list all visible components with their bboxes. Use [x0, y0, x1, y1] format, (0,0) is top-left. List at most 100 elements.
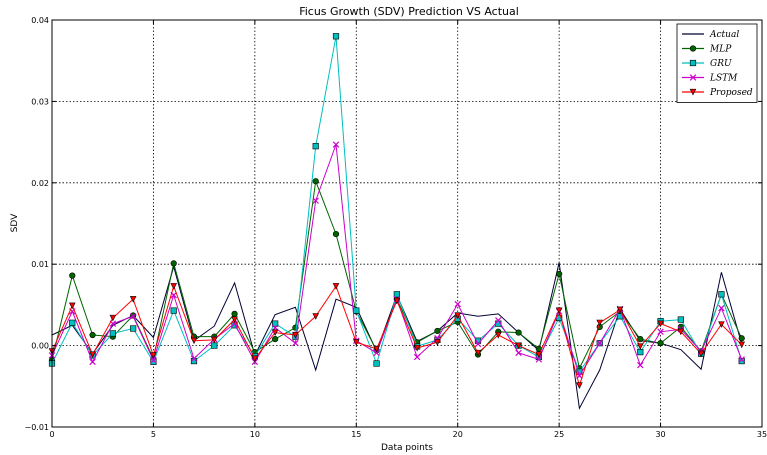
legend-label-gru: GRU — [710, 59, 732, 69]
legend-label-mlp: MLP — [709, 45, 732, 55]
y-tick-label: 0.01 — [31, 260, 49, 269]
point-gru — [130, 325, 137, 332]
point-proposed — [150, 352, 157, 359]
point-proposed — [312, 313, 319, 320]
point-mlp — [312, 178, 319, 185]
x-tick-label: 20 — [453, 430, 463, 439]
point-gru — [272, 320, 279, 327]
point-gru — [312, 143, 319, 150]
point-proposed — [555, 307, 563, 315]
point-mlp — [170, 260, 177, 267]
y-tick-label: 0.03 — [31, 97, 49, 106]
point-lstm — [89, 358, 96, 366]
point-proposed — [657, 320, 664, 328]
point-proposed — [251, 355, 259, 363]
point-lstm — [738, 356, 745, 363]
point-proposed — [393, 297, 401, 305]
point-lstm — [495, 317, 502, 324]
point-lstm — [312, 197, 319, 204]
series-line-gru — [51, 36, 743, 373]
point-proposed — [718, 321, 725, 328]
x-tick-label: 35 — [757, 430, 767, 439]
point-proposed — [515, 342, 522, 350]
x-axis-label: Data points — [381, 443, 433, 453]
point-mlp — [434, 327, 441, 335]
point-lstm — [637, 361, 644, 369]
point-gru — [353, 307, 360, 314]
point-lstm — [332, 141, 340, 148]
point-lstm — [718, 304, 725, 312]
point-gru — [718, 291, 725, 298]
x-tick-label: 30 — [655, 430, 665, 439]
axis-ticks: 0 5 10 15 20 25 30 35 −0.01 0.00 0.01 0.02 0.03 0.04 — [24, 16, 767, 439]
point-lstm — [596, 339, 603, 347]
point-proposed — [495, 331, 502, 339]
point-proposed — [474, 349, 482, 357]
y-axis-label: SDV — [10, 213, 20, 232]
point-gru — [637, 349, 644, 356]
point-mlp — [231, 310, 238, 317]
point-lstm — [413, 353, 421, 361]
point-lstm — [657, 328, 664, 335]
x-tick-label: 25 — [554, 430, 564, 439]
point-lstm — [292, 339, 299, 347]
point-proposed — [535, 351, 543, 359]
point-proposed — [677, 328, 685, 336]
x-tick-label: 5 — [151, 430, 156, 439]
legend-marker-gru — [689, 59, 697, 67]
point-proposed — [271, 329, 279, 337]
point-mlp — [738, 335, 745, 342]
point-gru — [332, 33, 340, 40]
point-proposed — [413, 344, 421, 352]
point-proposed — [434, 339, 441, 346]
legend-label-lstm: LSTM — [709, 74, 738, 84]
chart-title: Ficus Growth (SDV) Prediction VS Actual — [299, 5, 519, 18]
legend-label-actual: Actual — [709, 30, 739, 40]
legend-label-proposed: Proposed — [709, 88, 753, 98]
point-gru — [69, 319, 76, 326]
point-mlp — [637, 335, 644, 343]
point-proposed — [332, 283, 340, 290]
point-proposed — [69, 302, 76, 310]
point-proposed — [373, 345, 380, 353]
point-gru — [170, 307, 177, 314]
point-proposed — [576, 382, 583, 389]
point-proposed — [616, 306, 624, 314]
point-mlp — [515, 329, 522, 336]
point-proposed — [454, 312, 461, 319]
point-proposed — [89, 351, 96, 359]
point-proposed — [190, 337, 198, 345]
point-mlp — [332, 230, 340, 238]
legend-marker-lstm — [689, 74, 697, 81]
point-proposed — [596, 319, 603, 327]
point-lstm — [454, 300, 461, 308]
series-gru — [48, 33, 745, 375]
point-proposed — [109, 314, 117, 322]
point-mlp — [272, 335, 279, 343]
point-mlp — [69, 272, 76, 279]
point-lstm — [474, 340, 482, 348]
point-lstm — [373, 349, 380, 357]
grid-lines — [52, 20, 762, 427]
x-tick-label: 0 — [49, 430, 54, 439]
point-mlp — [89, 331, 96, 339]
point-proposed — [129, 296, 137, 303]
point-proposed — [697, 350, 705, 358]
y-tick-label: 0.04 — [31, 16, 49, 25]
x-tick-label: 10 — [250, 430, 260, 439]
point-proposed — [211, 336, 218, 344]
point-lstm — [515, 349, 522, 357]
y-tick-label: 0.00 — [31, 342, 49, 351]
x-tick-label: 15 — [351, 430, 361, 439]
y-tick-label: −0.01 — [24, 423, 49, 432]
point-gru — [373, 360, 380, 367]
point-gru — [677, 316, 684, 323]
series-layer — [48, 33, 745, 410]
point-proposed — [292, 331, 299, 339]
point-proposed — [170, 283, 177, 290]
point-lstm — [535, 356, 543, 363]
plot-frame — [51, 19, 763, 428]
point-lstm — [129, 313, 137, 320]
point-proposed — [637, 343, 644, 350]
